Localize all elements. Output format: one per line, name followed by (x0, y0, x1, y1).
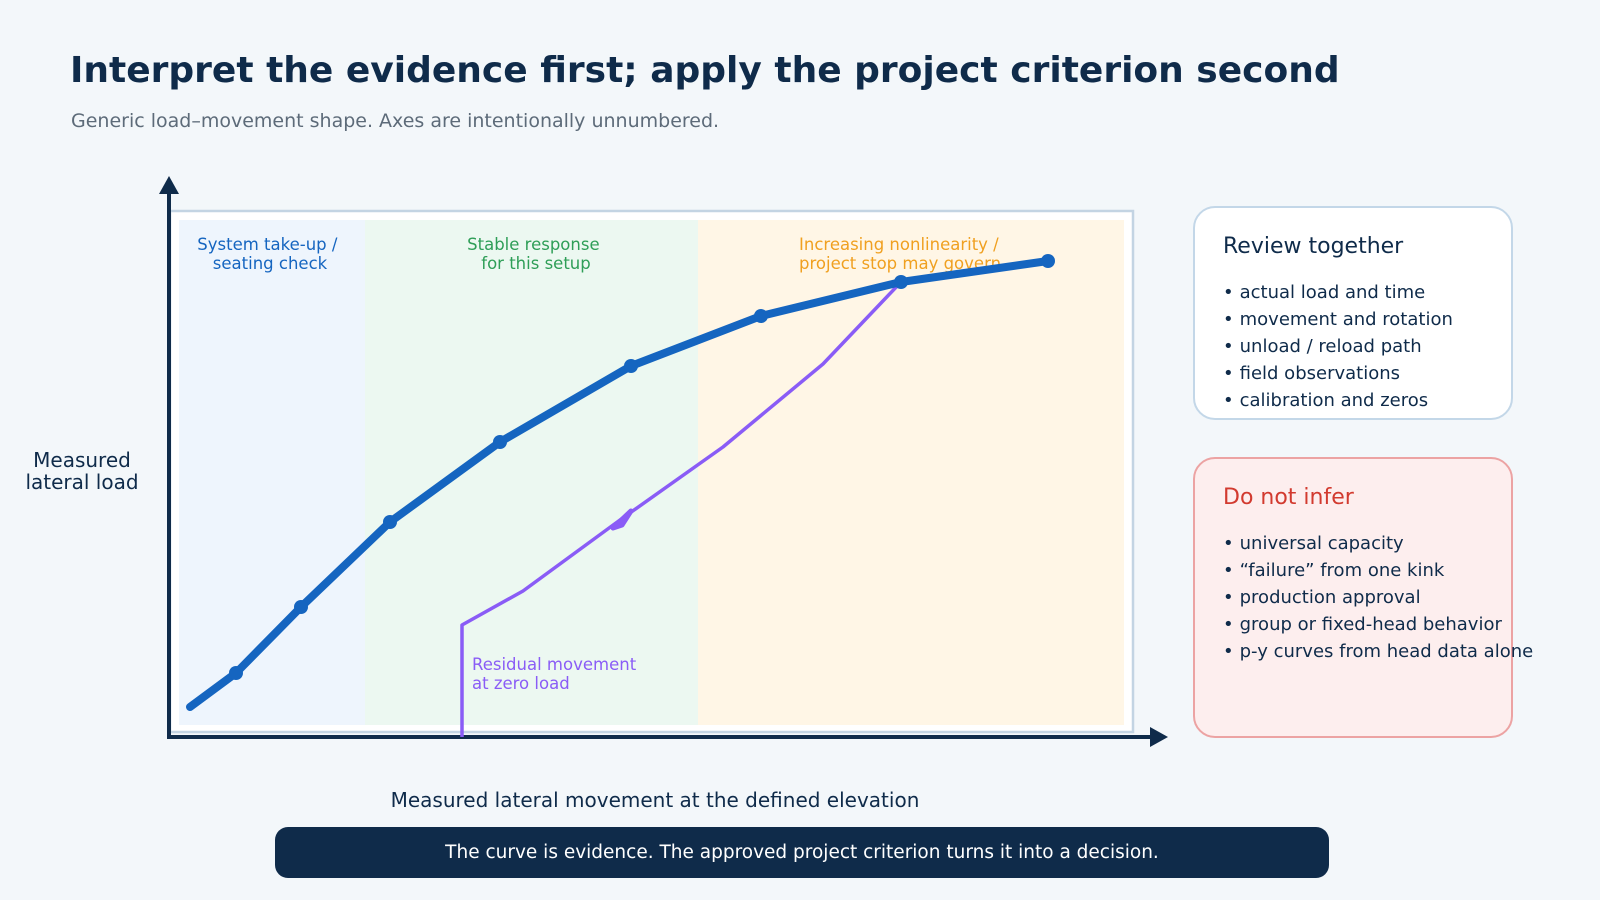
load-point (754, 309, 768, 323)
load-point (229, 666, 243, 680)
load-point (624, 359, 638, 373)
infer-card-title: Do not infer (1223, 485, 1354, 510)
x-axis-label: Measured lateral movement at the defined… (390, 788, 920, 812)
zone-takeup-bg (179, 220, 365, 725)
y-axis-label-line1: Measured (33, 448, 131, 472)
load-point (894, 275, 908, 289)
zone-nonlinear-bg (698, 220, 1124, 725)
infer-item: production approval (1223, 584, 1511, 611)
infer-item: universal capacity (1223, 530, 1511, 557)
y-axis-label-line2: lateral load (25, 470, 139, 494)
unload-direction-arrow (610, 508, 634, 531)
review-item: movement and rotation (1223, 306, 1511, 333)
review-card-title: Review together (1223, 234, 1404, 259)
infer-item: p-y curves from head data alone (1223, 638, 1534, 665)
load-point (294, 600, 308, 614)
zone-stable-label: Stable response for this setup (467, 235, 605, 273)
infer-item: “failure” from one kink (1223, 557, 1511, 584)
residual-movement-label: Residual movement at zero load (472, 655, 641, 693)
load-point (383, 515, 397, 529)
review-item: unload / reload path (1223, 333, 1511, 360)
loading-curve-points (229, 254, 1055, 680)
page-subtitle: Generic load–movement shape. Axes are in… (71, 110, 720, 132)
review-together-card: Review together actual load and time mov… (1193, 206, 1513, 420)
zone-stable-bg (365, 220, 698, 725)
do-not-infer-card: Do not infer universal capacity “failure… (1193, 457, 1534, 738)
infer-item: group or fixed-head behavior (1223, 611, 1511, 638)
page-title: Interpret the evidence first; apply the … (70, 50, 1340, 91)
review-item: actual load and time (1223, 279, 1511, 306)
review-item: field observations (1223, 360, 1511, 387)
review-item: calibration and zeros (1223, 387, 1511, 414)
load-point (493, 435, 507, 449)
takeaway-banner: The curve is evidence. The approved proj… (275, 827, 1329, 878)
review-list: actual load and time movement and rotati… (1223, 279, 1511, 414)
zone-nonlinear-label: Increasing nonlinearity / project stop m… (799, 235, 1004, 273)
y-axis-arrow (159, 176, 179, 194)
load-point (1041, 254, 1055, 268)
y-axis-label: Measured lateral load (18, 449, 146, 493)
zone-takeup-label: System take-up / seating check (197, 235, 342, 273)
infer-list: universal capacity “failure” from one ki… (1223, 530, 1534, 665)
x-axis-arrow (1150, 727, 1168, 747)
